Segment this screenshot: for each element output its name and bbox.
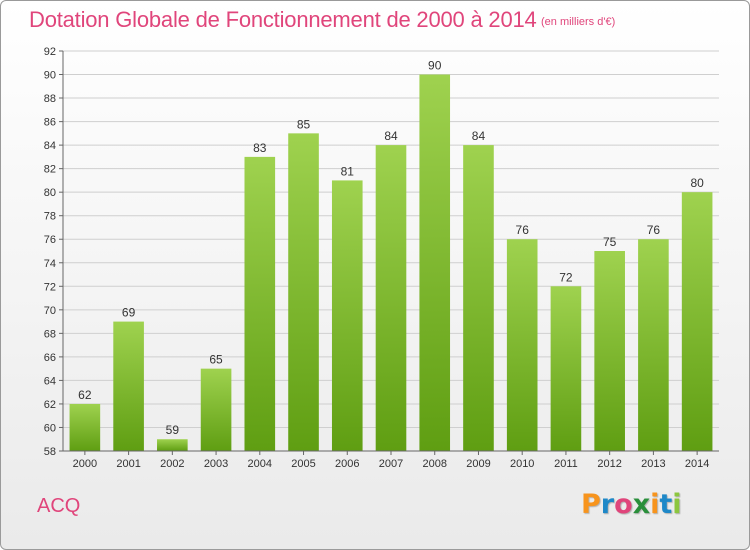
- bar-value-label: 69: [122, 306, 136, 320]
- bar-value-label: 81: [341, 164, 355, 178]
- bar: [113, 321, 144, 451]
- bar-value-label: 76: [516, 223, 530, 237]
- y-tick-label: 72: [44, 281, 56, 293]
- bar: [331, 180, 363, 452]
- bar-value-label: 62: [78, 388, 92, 402]
- bar-value-label: 83: [253, 141, 267, 155]
- chart-subtitle: (en milliers d'€): [541, 16, 616, 28]
- x-tick-label: 2010: [510, 458, 534, 470]
- bar-value-label: 59: [166, 423, 180, 437]
- bar: [681, 192, 713, 452]
- y-tick-label: 92: [44, 46, 56, 58]
- x-tick-label: 2000: [73, 458, 97, 470]
- y-tick-label: 86: [44, 117, 56, 129]
- y-tick-label: 64: [44, 375, 56, 387]
- x-tick-label: 2012: [597, 458, 621, 470]
- x-tick-label: 2003: [204, 458, 228, 470]
- bar-value-label: 80: [690, 176, 704, 190]
- x-tick-label: 2004: [248, 458, 272, 470]
- chart-title: Dotation Globale de Fonctionnement de 20…: [29, 7, 537, 32]
- y-tick-label: 58: [44, 446, 56, 458]
- x-tick-label: 2005: [291, 458, 315, 470]
- x-tick-label: 2011: [554, 458, 578, 470]
- y-tick-label: 76: [44, 234, 56, 246]
- bar-value-label: 84: [472, 129, 486, 143]
- bar: [638, 239, 669, 451]
- bar-value-label: 85: [297, 117, 311, 131]
- y-tick-label: 88: [44, 93, 56, 105]
- bar: [419, 74, 451, 451]
- bar: [594, 251, 625, 451]
- bar: [550, 286, 582, 451]
- y-tick-label: 70: [44, 305, 56, 317]
- bar: [244, 156, 276, 451]
- y-tick-label: 82: [44, 164, 56, 176]
- x-tick-label: 2001: [116, 458, 140, 470]
- y-tick-label: 84: [44, 140, 56, 152]
- bar: [463, 145, 494, 451]
- proxiti-logo: Proxiti: [581, 489, 682, 520]
- bar: [200, 368, 232, 451]
- bar: [157, 439, 188, 451]
- x-tick-label: 2006: [335, 458, 359, 470]
- bar-value-label: 84: [384, 129, 398, 143]
- bar-value-label: 65: [209, 353, 223, 367]
- bar: [506, 239, 538, 451]
- x-tick-label: 2013: [641, 458, 665, 470]
- y-tick-label: 78: [44, 211, 56, 223]
- y-tick-label: 90: [44, 70, 56, 82]
- y-tick-label: 74: [44, 258, 56, 270]
- x-tick-label: 2007: [379, 458, 403, 470]
- x-tick-label: 2014: [685, 458, 709, 470]
- y-tick-label: 60: [44, 422, 56, 434]
- bar: [375, 145, 407, 451]
- bar-value-label: 75: [603, 235, 617, 249]
- bar-value-label: 72: [559, 270, 573, 284]
- x-tick-label: 2002: [160, 458, 184, 470]
- commune-name: ACQ: [37, 495, 81, 517]
- x-tick-label: 2008: [422, 458, 446, 470]
- bar-value-label: 90: [428, 59, 442, 73]
- y-tick-label: 68: [44, 328, 56, 340]
- y-tick-label: 66: [44, 352, 56, 364]
- y-tick-label: 62: [44, 399, 56, 411]
- bar-value-label: 76: [647, 223, 661, 237]
- bar: [69, 403, 101, 451]
- bar: [288, 133, 319, 451]
- x-tick-label: 2009: [466, 458, 490, 470]
- y-tick-label: 80: [44, 187, 56, 199]
